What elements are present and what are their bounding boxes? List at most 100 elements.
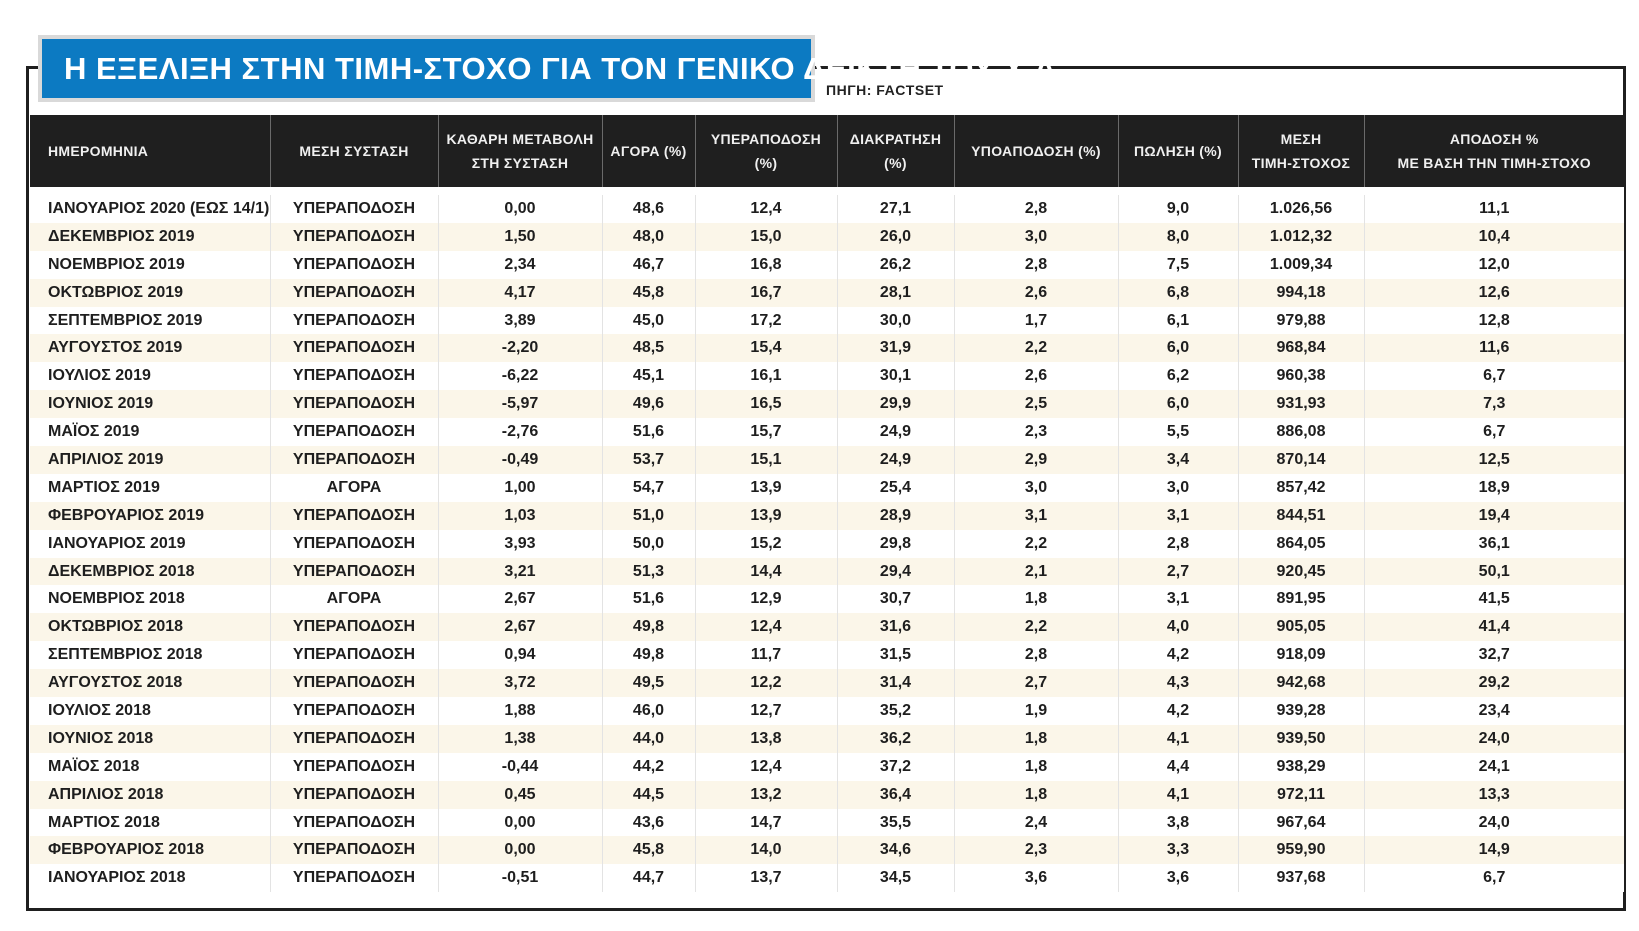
value-cell: ΥΠΕΡΑΠΟΔΟΣΗ [270,724,439,753]
value-cell: 2,6 [954,362,1119,391]
value-cell: 1,7 [954,306,1119,335]
value-cell: 857,42 [1238,473,1365,502]
value-cell: 48,5 [602,334,696,363]
source-note: ΠΗΓΗ: FACTSET [826,82,944,98]
value-cell: 6,8 [1118,278,1239,307]
value-cell: 15,7 [695,418,838,447]
value-cell: 2,7 [954,669,1119,698]
value-cell: 920,45 [1238,557,1365,586]
value-cell: 28,1 [837,278,955,307]
column-header-line: ΑΓΟΡΑ (%) [610,143,687,159]
value-cell: 2,5 [954,390,1119,419]
value-cell: 4,4 [1118,752,1239,781]
value-cell: 844,51 [1238,501,1365,530]
value-cell: 6,0 [1118,390,1239,419]
value-cell: 13,3 [1364,780,1624,809]
date-cell: ΦΕΒΡΟΥΑΡΙΟΣ 2019 [30,501,271,530]
value-cell: 11,6 [1364,334,1624,363]
title-banner: Η ΕΞΕΛΙΞΗ ΣΤΗΝ ΤΙΜΗ-ΣΤΟΧΟ ΓΙΑ ΤΟΝ ΓΕΝΙΚΟ… [38,35,1065,102]
value-cell: 5,5 [1118,418,1239,447]
table-row: ΙΑΝΟΥΑΡΙΟΣ 2020 (ΕΩΣ 14/1) ΥΠΕΡΑΠΟΔΟΣΗ 0,0… [30,195,1624,223]
value-cell: 2,7 [1118,557,1239,586]
date-cell: ΣΕΠΤΕΜΒΡΙΟΣ 2019 [30,306,271,335]
value-cell: 41,4 [1364,613,1624,642]
value-cell: 37,2 [837,752,955,781]
value-cell: 2,2 [954,529,1119,558]
date-cell: ΜΑΡΤΙΟΣ 2018 [30,808,271,837]
value-cell: 3,1 [954,501,1119,530]
value-cell: 2,9 [954,446,1119,474]
table-row: ΙΟΥΝΙΟΣ 2019 ΥΠΕΡΑΠΟΔΟΣΗ -5,97 49,6 16,5 29,9… [30,390,1624,419]
value-cell: ΥΠΕΡΑΠΟΔΟΣΗ [270,362,439,391]
date-cell: ΙΟΥΝΙΟΣ 2019 [30,390,271,419]
value-cell: 3,1 [1118,501,1239,530]
table-row: ΙΑΝΟΥΑΡΙΟΣ 2018 ΥΠΕΡΑΠΟΔΟΣΗ -0,51 44,7 13,7 3… [30,864,1624,893]
value-cell: 3,0 [1118,473,1239,502]
value-cell: 15,1 [695,446,838,474]
table-row: ΙΑΝΟΥΑΡΙΟΣ 2019 ΥΠΕΡΑΠΟΔΟΣΗ 3,93 50,0 15,2 29… [30,529,1624,558]
value-cell: 12,6 [1364,278,1624,307]
value-cell: 2,8 [954,250,1119,279]
value-cell: 30,7 [837,585,955,614]
value-cell: -0,51 [438,864,603,893]
date-cell: ΜΑΡΤΙΟΣ 2019 [30,473,271,502]
table-row: ΟΚΤΩΒΡΙΟΣ 2018 ΥΠΕΡΑΠΟΔΟΣΗ 2,67 49,8 12,4 31,… [30,613,1624,642]
table-row: ΜΑΪΟΣ 2018 ΥΠΕΡΑΠΟΔΟΣΗ -0,44 44,2 12,4 37,2 1,… [30,752,1624,781]
value-cell: 4,2 [1118,641,1239,670]
value-cell: 13,8 [695,724,838,753]
value-cell: 4,3 [1118,669,1239,698]
date-cell: ΙΟΥΛΙΟΣ 2019 [30,362,271,391]
value-cell: 46,7 [602,250,696,279]
value-cell: 12,7 [695,697,838,725]
value-cell: 31,9 [837,334,955,363]
table-row: ΑΠΡΙΛΙΟΣ 2019 ΥΠΕΡΑΠΟΔΟΣΗ -0,49 53,7 15,1 24,… [30,446,1624,474]
value-cell: 51,6 [602,418,696,447]
value-cell: 16,1 [695,362,838,391]
column-header-line: ΣΤΗ ΣΥΣΤΑΣΗ [471,155,569,171]
value-cell: ΥΠΕΡΑΠΟΔΟΣΗ [270,222,439,251]
value-cell: 13,2 [695,780,838,809]
table-row: ΜΑΡΤΙΟΣ 2019 ΑΓΟΡΑ 1,00 54,7 13,9 25,4 3,0 3,0 8… [30,473,1624,502]
value-cell: 50,1 [1364,557,1624,586]
value-cell: ΥΠΕΡΑΠΟΔΟΣΗ [270,418,439,447]
value-cell: 1,03 [438,501,603,530]
value-cell: 2,67 [438,585,603,614]
date-cell: ΟΚΤΩΒΡΙΟΣ 2018 [30,613,271,642]
value-cell: 12,4 [695,613,838,642]
value-cell: 14,9 [1364,836,1624,865]
value-cell: 6,1 [1118,306,1239,335]
value-cell: 891,95 [1238,585,1365,614]
value-cell: 931,93 [1238,390,1365,419]
date-cell: ΑΥΓΟΥΣΤΟΣ 2019 [30,334,271,363]
value-cell: 49,5 [602,669,696,698]
value-cell: 1.012,32 [1238,222,1365,251]
value-cell: 14,0 [695,836,838,865]
value-cell: 4,0 [1118,613,1239,642]
value-cell: 967,64 [1238,808,1365,837]
value-cell: 44,2 [602,752,696,781]
table-row: ΦΕΒΡΟΥΑΡΙΟΣ 2018 ΥΠΕΡΑΠΟΔΟΣΗ 0,00 45,8 14,0 3… [30,836,1624,865]
value-cell: 28,9 [837,501,955,530]
column-header-line: ΔΙΑΚΡΑΤΗΣΗ (%) [849,131,942,171]
value-cell: 6,7 [1364,362,1624,391]
value-cell: 1,9 [954,697,1119,725]
value-cell: 4,1 [1118,780,1239,809]
value-cell: 4,2 [1118,697,1239,725]
value-cell: 4,1 [1118,724,1239,753]
value-cell: ΥΠΕΡΑΠΟΔΟΣΗ [270,808,439,837]
value-cell: 4,17 [438,278,603,307]
value-cell: ΥΠΕΡΑΠΟΔΟΣΗ [270,669,439,698]
value-cell: 3,0 [954,473,1119,502]
table-row: ΝΟΕΜΒΡΙΟΣ 2019 ΥΠΕΡΑΠΟΔΟΣΗ 2,34 46,7 16,8 26,… [30,250,1624,279]
date-cell: ΙΑΝΟΥΑΡΙΟΣ 2019 [30,529,271,558]
value-cell: 3,8 [1118,808,1239,837]
value-cell: 23,4 [1364,697,1624,725]
value-cell: 918,09 [1238,641,1365,670]
value-cell: 1.026,56 [1238,195,1365,223]
date-cell: ΟΚΤΩΒΡΙΟΣ 2019 [30,278,271,307]
value-cell: 34,6 [837,836,955,865]
value-cell: 7,5 [1118,250,1239,279]
value-cell: 2,3 [954,418,1119,447]
value-cell: 2,6 [954,278,1119,307]
value-cell: 18,9 [1364,473,1624,502]
